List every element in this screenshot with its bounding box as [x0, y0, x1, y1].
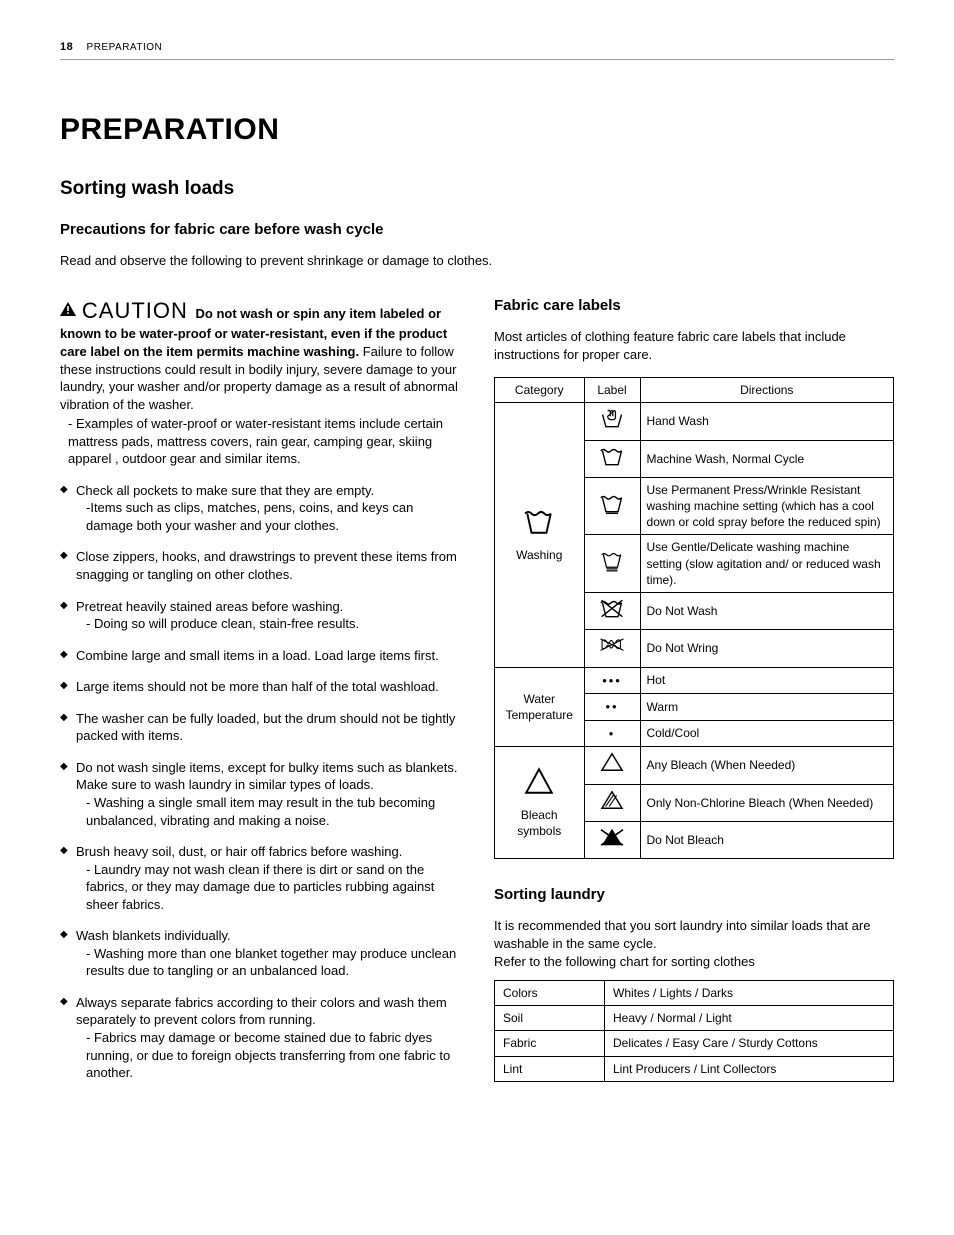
label-cell — [584, 747, 640, 784]
list-item-main: Brush heavy soil, dust, or hair off fabr… — [76, 843, 460, 861]
sort-value: Whites / Lights / Darks — [605, 981, 894, 1006]
sort-value: Lint Producers / Lint Collectors — [605, 1056, 894, 1081]
sorting-table: ColorsWhites / Lights / DarksSoilHeavy /… — [494, 980, 894, 1082]
list-item-main: The washer can be fully loaded, but the … — [76, 710, 460, 745]
table-row: Washing Hand Wash — [495, 403, 894, 440]
category-cell: Bleach symbols — [495, 747, 585, 859]
table-row: LintLint Producers / Lint Collectors — [495, 1056, 894, 1081]
list-item-sub: - Washing a single small item may result… — [76, 794, 460, 829]
directions-cell: Any Bleach (When Needed) — [640, 747, 893, 784]
list-item: Brush heavy soil, dust, or hair off fabr… — [60, 843, 460, 913]
sort-value: Delicates / Easy Care / Sturdy Cottons — [605, 1031, 894, 1056]
list-item: Large items should not be more than half… — [60, 678, 460, 696]
directions-cell: Only Non-Chlorine Bleach (When Needed) — [640, 784, 893, 821]
th-directions: Directions — [640, 378, 893, 403]
label-cell — [584, 535, 640, 593]
directions-cell: Hand Wash — [640, 403, 893, 440]
right-column: Fabric care labels Most articles of clot… — [494, 296, 894, 1096]
list-item-main: Check all pockets to make sure that they… — [76, 482, 460, 500]
table-row: Water Temperature•••Hot — [495, 667, 894, 694]
list-item-main: Pretreat heavily stained areas before wa… — [76, 598, 460, 616]
list-item: Do not wash single items, except for bul… — [60, 759, 460, 829]
directions-cell: Hot — [640, 667, 893, 694]
list-item-main: Combine large and small items in a load.… — [76, 647, 460, 665]
caution-block: CAUTION Do not wash or spin any item lab… — [60, 296, 460, 468]
table-row: SoilHeavy / Normal / Light — [495, 1006, 894, 1031]
sorting-heading: Sorting laundry — [494, 885, 894, 905]
list-item-main: Always separate fabrics according to the… — [76, 994, 460, 1029]
category-label: Water Temperature — [501, 691, 578, 723]
sorting-intro: It is recommended that you sort laundry … — [494, 917, 894, 970]
list-item-main: Wash blankets individually. — [76, 927, 460, 945]
th-category: Category — [495, 378, 585, 403]
directions-cell: Do Not Bleach — [640, 821, 893, 858]
label-cell: • — [584, 720, 640, 747]
page-number: 18 — [60, 41, 73, 53]
list-item-sub: -Items such as clips, matches, pens, coi… — [76, 499, 460, 534]
label-cell — [584, 630, 640, 667]
sorting-block: Sorting laundry It is recommended that y… — [494, 885, 894, 1082]
directions-cell: Use Permanent Press/Wrinkle Resistant wa… — [640, 477, 893, 535]
list-item-sub: - Fabrics may damage or become stained d… — [76, 1029, 460, 1082]
category-label: Washing — [501, 547, 578, 563]
label-cell — [584, 440, 640, 477]
list-item: Combine large and small items in a load.… — [60, 647, 460, 665]
list-item: Check all pockets to make sure that they… — [60, 482, 460, 535]
label-cell: •• — [584, 694, 640, 721]
list-item: Close zippers, hooks, and drawstrings to… — [60, 548, 460, 583]
table-row: Bleach symbolsAny Bleach (When Needed) — [495, 747, 894, 784]
category-icon — [501, 506, 578, 541]
category-cell: Washing — [495, 403, 585, 667]
sort-key: Lint — [495, 1056, 605, 1081]
label-cell: ••• — [584, 667, 640, 694]
category-cell: Water Temperature — [495, 667, 585, 747]
directions-cell: Machine Wash, Normal Cycle — [640, 440, 893, 477]
precautions-list: Check all pockets to make sure that they… — [60, 482, 460, 1082]
directions-cell: Use Gentle/Delicate washing machine sett… — [640, 535, 893, 593]
two-column-layout: CAUTION Do not wash or spin any item lab… — [60, 296, 894, 1096]
list-item: Wash blankets individually.- Washing mor… — [60, 927, 460, 980]
warning-icon — [60, 303, 80, 319]
table-row: ColorsWhites / Lights / Darks — [495, 981, 894, 1006]
fabric-labels-intro: Most articles of clothing feature fabric… — [494, 328, 894, 363]
section-heading: Sorting wash loads — [60, 176, 894, 202]
sort-key: Soil — [495, 1006, 605, 1031]
label-cell — [584, 784, 640, 821]
fabric-labels-heading: Fabric care labels — [494, 296, 894, 316]
sort-key: Colors — [495, 981, 605, 1006]
directions-cell: Do Not Wring — [640, 630, 893, 667]
subsection-precautions: Precautions for fabric care before wash … — [60, 220, 894, 240]
directions-cell: Warm — [640, 694, 893, 721]
fabric-care-table: Category Label Directions Washing Hand W… — [494, 377, 894, 859]
page-header: 18 PREPARATION — [60, 40, 894, 60]
left-column: CAUTION Do not wash or spin any item lab… — [60, 296, 460, 1096]
page-section: PREPARATION — [87, 42, 163, 53]
caution-example: - Examples of water-proof or water-resis… — [60, 415, 460, 468]
list-item: Pretreat heavily stained areas before wa… — [60, 598, 460, 633]
list-item-sub: - Laundry may not wash clean if there is… — [76, 861, 460, 914]
th-label: Label — [584, 378, 640, 403]
label-cell — [584, 477, 640, 535]
label-cell — [584, 593, 640, 630]
list-item-main: Close zippers, hooks, and drawstrings to… — [76, 548, 460, 583]
category-label: Bleach symbols — [501, 807, 578, 839]
list-item: The washer can be fully loaded, but the … — [60, 710, 460, 745]
intro-text: Read and observe the following to preven… — [60, 252, 894, 270]
label-cell — [584, 821, 640, 858]
page-title: PREPARATION — [60, 110, 894, 151]
caution-word: CAUTION — [82, 298, 188, 323]
category-icon — [501, 766, 578, 801]
directions-cell: Cold/Cool — [640, 720, 893, 747]
sort-key: Fabric — [495, 1031, 605, 1056]
list-item: Always separate fabrics according to the… — [60, 994, 460, 1082]
sort-value: Heavy / Normal / Light — [605, 1006, 894, 1031]
directions-cell: Do Not Wash — [640, 593, 893, 630]
table-row: FabricDelicates / Easy Care / Sturdy Cot… — [495, 1031, 894, 1056]
list-item-main: Do not wash single items, except for bul… — [76, 759, 460, 794]
list-item-sub: - Washing more than one blanket together… — [76, 945, 460, 980]
list-item-sub: - Doing so will produce clean, stain-fre… — [76, 615, 460, 633]
list-item-main: Large items should not be more than half… — [76, 678, 460, 696]
label-cell — [584, 403, 640, 440]
